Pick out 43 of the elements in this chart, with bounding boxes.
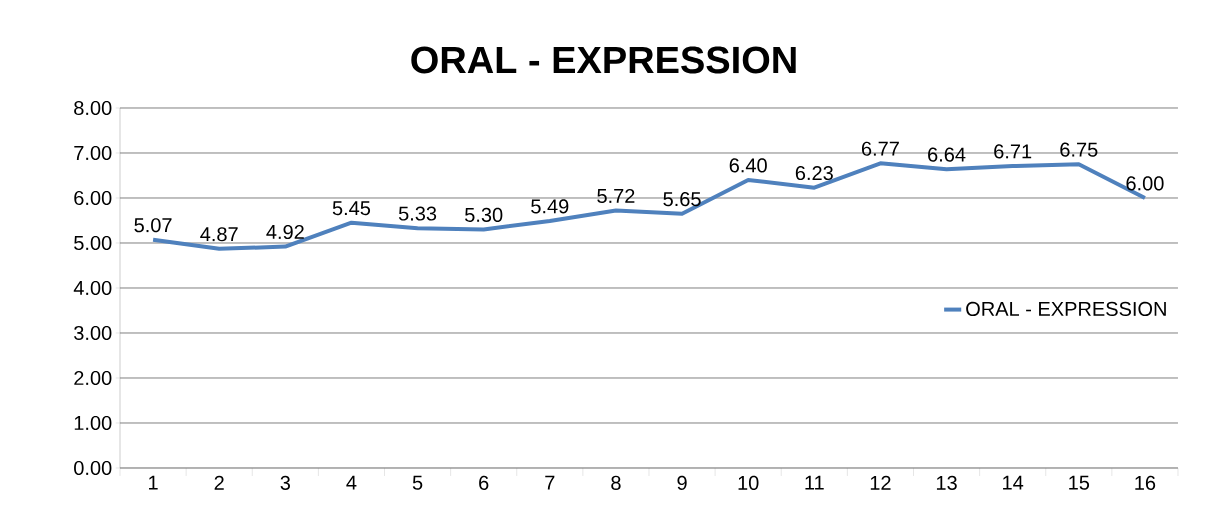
x-tick-label: 12	[870, 475, 891, 490]
data-label: 5.72	[597, 188, 635, 204]
x-tick-label: 13	[936, 475, 957, 490]
y-tick-label: 4.00	[73, 280, 112, 296]
x-tick-label: 3	[280, 475, 290, 490]
x-tick-label: 2	[214, 475, 224, 490]
data-label: 6.77	[861, 141, 899, 156]
y-tick-label: 5.00	[74, 235, 112, 251]
x-tick-label: 4	[346, 475, 357, 490]
y-tick-label: 8.00	[74, 100, 112, 116]
x-tick-label: 14	[1003, 475, 1024, 490]
data-label: 4.92	[266, 224, 304, 240]
data-label: 5.30	[465, 207, 503, 222]
chart-title: ORAL - EXPRESSION	[411, 46, 796, 74]
x-tick-label: 11	[805, 475, 824, 490]
x-tick-label: 10	[738, 475, 759, 490]
data-label: 6.40	[729, 158, 767, 173]
y-tick-label: 2.00	[74, 370, 112, 386]
y-tick-label: 1.00	[74, 415, 112, 431]
x-tick-label: 6	[479, 475, 489, 490]
x-tick-label: 15	[1069, 475, 1090, 490]
y-tick-label: 3.00	[74, 325, 112, 341]
data-label: 6.23	[795, 165, 833, 181]
x-tick-label: 9	[677, 475, 687, 490]
data-label: 5.45	[332, 201, 371, 216]
data-label: 5.49	[531, 199, 569, 214]
data-label: 6.71	[994, 144, 1032, 159]
y-tick-label: 7.00	[74, 145, 112, 161]
legend-label: ORAL - EXPRESSION	[966, 301, 1166, 317]
data-label: 5.65	[663, 192, 701, 207]
data-label: 6.75	[1060, 142, 1098, 157]
data-label: 4.87	[200, 227, 238, 242]
y-tick-label: 0.00	[74, 460, 112, 476]
x-tick-label: 7	[545, 475, 555, 490]
data-label: 5.07	[134, 218, 172, 233]
x-tick-label: 8	[611, 475, 621, 490]
x-tick-label: 1	[149, 475, 158, 490]
y-tick-label: 6.00	[74, 190, 112, 206]
data-label: 6.64	[928, 147, 966, 162]
x-tick-label: 5	[412, 475, 423, 490]
data-label: 6.00	[1126, 176, 1164, 191]
x-tick-label: 16	[1135, 475, 1156, 490]
data-label: 5.33	[398, 206, 437, 221]
